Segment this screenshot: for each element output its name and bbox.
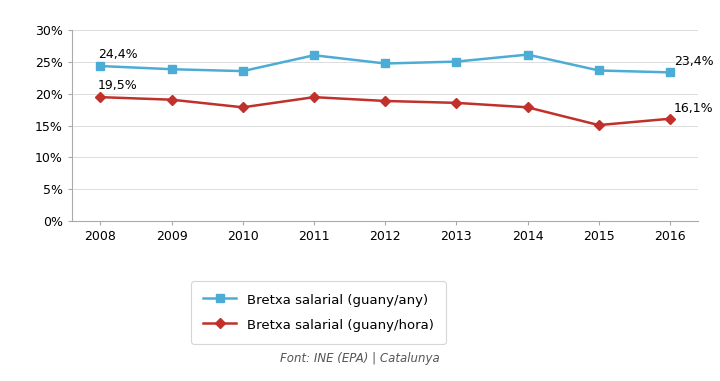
Bretxa salarial (guany/hora): [523, 105, 532, 110]
Bretxa salarial (guany/any): [665, 70, 674, 75]
Text: Font: INE (EPA) | Catalunya: Font: INE (EPA) | Catalunya: [280, 352, 440, 365]
Bretxa salarial (guany/any): [96, 64, 105, 68]
Bretxa salarial (guany/hora): [238, 105, 247, 110]
Bretxa salarial (guany/hora): [452, 101, 461, 105]
Line: Bretxa salarial (guany/hora): Bretxa salarial (guany/hora): [97, 94, 673, 128]
Bretxa salarial (guany/hora): [310, 95, 318, 99]
Line: Bretxa salarial (guany/any): Bretxa salarial (guany/any): [96, 50, 674, 77]
Bretxa salarial (guany/any): [381, 61, 390, 66]
Bretxa salarial (guany/hora): [595, 123, 603, 127]
Bretxa salarial (guany/any): [310, 53, 318, 58]
Bretxa salarial (guany/hora): [96, 95, 105, 99]
Bretxa salarial (guany/hora): [167, 98, 176, 102]
Text: 23,4%: 23,4%: [674, 56, 714, 69]
Bretxa salarial (guany/any): [523, 52, 532, 57]
Text: 19,5%: 19,5%: [98, 79, 138, 92]
Bretxa salarial (guany/any): [238, 69, 247, 74]
Legend: Bretxa salarial (guany/any), Bretxa salarial (guany/hora): Bretxa salarial (guany/any), Bretxa sala…: [192, 281, 446, 344]
Text: 24,4%: 24,4%: [98, 48, 138, 61]
Text: 16,1%: 16,1%: [674, 102, 714, 115]
Bretxa salarial (guany/any): [452, 59, 461, 64]
Bretxa salarial (guany/any): [167, 67, 176, 72]
Bretxa salarial (guany/any): [595, 68, 603, 73]
Bretxa salarial (guany/hora): [381, 99, 390, 103]
Bretxa salarial (guany/hora): [665, 117, 674, 121]
